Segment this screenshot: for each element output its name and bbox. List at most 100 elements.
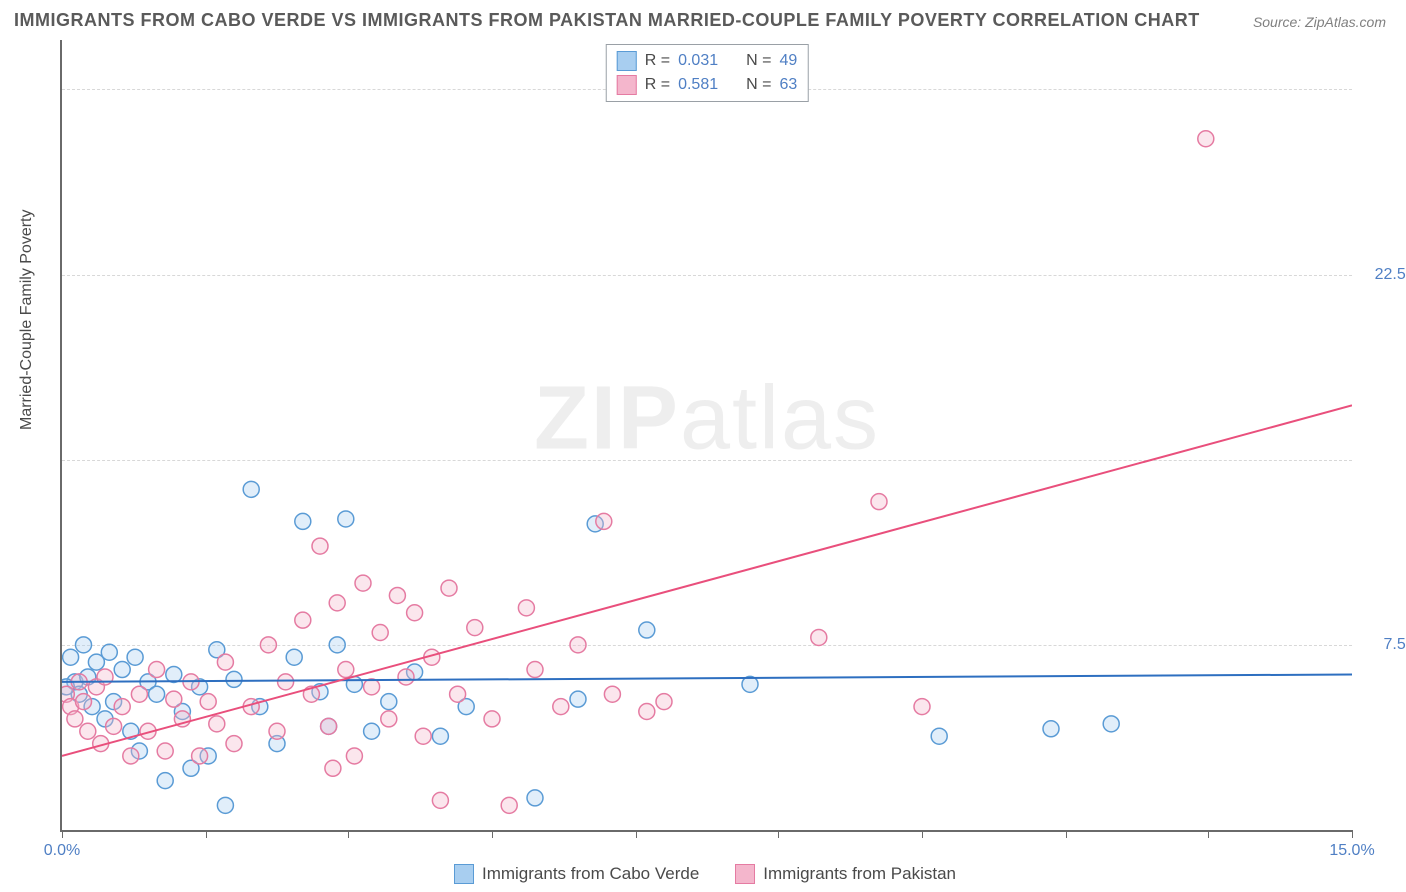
data-point	[101, 644, 117, 660]
data-point	[312, 538, 328, 554]
data-point	[157, 743, 173, 759]
legend-n-value: 49	[779, 49, 797, 73]
data-point	[527, 662, 543, 678]
data-point	[329, 637, 345, 653]
chart-plot-area: ZIPatlas 7.5%22.5% 0.0%15.0% R =0.031N =…	[60, 40, 1352, 832]
data-point	[149, 662, 165, 678]
data-point	[381, 711, 397, 727]
x-tick-label: 15.0%	[1329, 842, 1374, 860]
legend-swatch	[617, 51, 637, 71]
data-point	[209, 716, 225, 732]
x-tick-label: 0.0%	[44, 842, 80, 860]
x-tick	[922, 830, 923, 838]
trend-line	[62, 405, 1352, 756]
data-point	[398, 669, 414, 685]
data-point	[200, 694, 216, 710]
data-point	[269, 723, 285, 739]
data-point	[123, 748, 139, 764]
y-tick-label: 7.5%	[1384, 636, 1406, 654]
data-point	[639, 622, 655, 638]
data-point	[67, 711, 83, 727]
legend-swatch	[735, 864, 755, 884]
data-point	[415, 728, 431, 744]
legend-series: Immigrants from Cabo Verde Immigrants fro…	[60, 864, 1350, 884]
x-tick	[1208, 830, 1209, 838]
x-tick	[636, 830, 637, 838]
data-point	[346, 748, 362, 764]
legend-r-value: 0.031	[678, 49, 718, 73]
data-point	[226, 671, 242, 687]
data-point	[131, 686, 147, 702]
data-point	[243, 481, 259, 497]
x-tick	[1066, 830, 1067, 838]
data-point	[355, 575, 371, 591]
data-point	[338, 511, 354, 527]
legend-correlation-row: R = 0.581 N = 63	[617, 73, 798, 97]
legend-n-label: N =	[746, 73, 771, 97]
data-point	[338, 662, 354, 678]
data-point	[501, 797, 517, 813]
data-point	[527, 790, 543, 806]
legend-n-label: N =	[746, 49, 771, 73]
data-point	[639, 704, 655, 720]
data-point	[260, 637, 276, 653]
data-point	[325, 760, 341, 776]
data-point	[450, 686, 466, 702]
data-point	[295, 513, 311, 529]
data-point	[364, 679, 380, 695]
data-point	[407, 605, 423, 621]
data-point	[364, 723, 380, 739]
data-point	[441, 580, 457, 596]
data-point	[518, 600, 534, 616]
x-tick	[206, 830, 207, 838]
data-point	[80, 723, 96, 739]
data-point	[76, 694, 92, 710]
data-point	[553, 699, 569, 715]
data-point	[217, 654, 233, 670]
data-point	[604, 686, 620, 702]
data-point	[656, 694, 672, 710]
data-point	[192, 748, 208, 764]
data-point	[217, 797, 233, 813]
data-point	[931, 728, 947, 744]
data-point	[467, 620, 483, 636]
data-point	[484, 711, 500, 727]
data-point	[226, 736, 242, 752]
data-point	[811, 629, 827, 645]
data-point	[570, 691, 586, 707]
legend-r-label: R =	[645, 73, 670, 97]
x-tick	[778, 830, 779, 838]
data-point	[295, 612, 311, 628]
data-point	[871, 494, 887, 510]
data-point	[157, 773, 173, 789]
legend-series-item: Immigrants from Pakistan	[735, 864, 956, 884]
y-tick-label: 22.5%	[1375, 266, 1406, 284]
data-point	[106, 718, 122, 734]
data-point	[166, 691, 182, 707]
data-point	[1198, 131, 1214, 147]
legend-series-label: Immigrants from Cabo Verde	[482, 864, 699, 884]
scatter-svg	[62, 40, 1352, 830]
legend-n-value: 63	[779, 73, 797, 97]
data-point	[149, 686, 165, 702]
data-point	[389, 587, 405, 603]
data-point	[114, 699, 130, 715]
y-axis-label: Married-Couple Family Poverty	[18, 209, 36, 430]
source-attribution: Source: ZipAtlas.com	[1253, 14, 1386, 30]
trend-line	[62, 674, 1352, 681]
legend-swatch	[617, 75, 637, 95]
data-point	[166, 666, 182, 682]
data-point	[432, 728, 448, 744]
legend-r-label: R =	[645, 49, 670, 73]
legend-series-label: Immigrants from Pakistan	[763, 864, 956, 884]
data-point	[1103, 716, 1119, 732]
data-point	[286, 649, 302, 665]
x-tick	[62, 830, 63, 838]
chart-title: IMMIGRANTS FROM CABO VERDE VS IMMIGRANTS…	[14, 10, 1200, 31]
legend-swatch	[454, 864, 474, 884]
data-point	[596, 513, 612, 529]
data-point	[76, 637, 92, 653]
x-tick	[492, 830, 493, 838]
data-point	[381, 694, 397, 710]
legend-r-value: 0.581	[678, 73, 718, 97]
